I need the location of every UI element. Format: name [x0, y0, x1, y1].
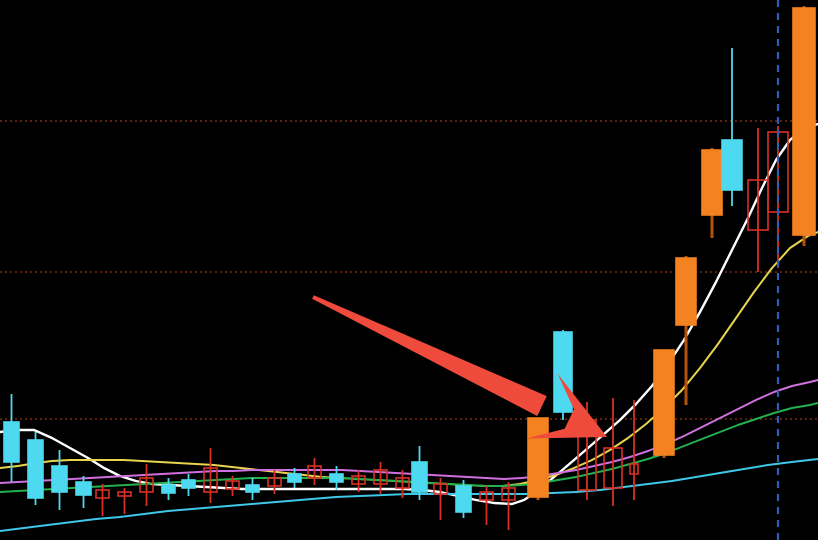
candle[interactable]	[351, 470, 366, 492]
candle-body[interactable]	[433, 483, 448, 495]
candle-body[interactable]	[3, 421, 20, 463]
candle-body[interactable]	[117, 491, 132, 497]
candle-body[interactable]	[27, 439, 44, 499]
candle[interactable]	[245, 478, 260, 500]
candle[interactable]	[95, 484, 110, 516]
candle[interactable]	[792, 6, 816, 246]
candle[interactable]	[203, 448, 218, 503]
candle[interactable]	[225, 476, 240, 496]
candle[interactable]	[553, 330, 573, 420]
candle[interactable]	[411, 446, 428, 500]
candle[interactable]	[27, 432, 44, 505]
candle[interactable]	[181, 474, 196, 496]
candle[interactable]	[161, 478, 176, 500]
candle[interactable]	[479, 486, 494, 525]
candle[interactable]	[307, 458, 322, 485]
candle-body[interactable]	[527, 417, 549, 498]
candle-body[interactable]	[675, 257, 697, 326]
candle[interactable]	[373, 462, 388, 494]
candle[interactable]	[527, 417, 549, 500]
candle-body[interactable]	[245, 484, 260, 493]
candle[interactable]	[721, 48, 743, 206]
candle-body[interactable]	[75, 481, 92, 496]
candle[interactable]	[629, 400, 639, 500]
candle[interactable]	[603, 398, 623, 506]
candle[interactable]	[653, 349, 675, 458]
candle-body[interactable]	[225, 480, 240, 490]
candle-body[interactable]	[792, 7, 816, 236]
candle[interactable]	[329, 466, 344, 490]
annotation-arrow	[312, 295, 607, 439]
candle-body[interactable]	[139, 477, 154, 493]
candle-body[interactable]	[603, 447, 623, 489]
candle-body[interactable]	[267, 477, 282, 487]
candle-body[interactable]	[329, 473, 344, 483]
candle-body[interactable]	[455, 485, 472, 513]
candle-body[interactable]	[721, 139, 743, 191]
candle[interactable]	[117, 488, 132, 514]
candle[interactable]	[701, 148, 723, 238]
candle[interactable]	[51, 450, 68, 510]
candle-body[interactable]	[287, 473, 302, 483]
candle-body[interactable]	[373, 469, 388, 485]
candle-body[interactable]	[307, 465, 322, 479]
candle-body[interactable]	[553, 331, 573, 413]
candle-body[interactable]	[653, 349, 675, 456]
candle[interactable]	[287, 468, 302, 488]
candle-body[interactable]	[629, 463, 639, 475]
arrow-shaft	[312, 295, 547, 416]
candle-body[interactable]	[203, 467, 218, 493]
candle[interactable]	[3, 394, 20, 482]
candle-body[interactable]	[351, 475, 366, 485]
candle[interactable]	[267, 470, 282, 494]
candle[interactable]	[433, 478, 448, 520]
candle[interactable]	[395, 470, 410, 498]
candle-body[interactable]	[701, 149, 723, 216]
candle[interactable]	[455, 480, 472, 518]
candle[interactable]	[75, 476, 92, 508]
candle-body[interactable]	[51, 465, 68, 493]
candle[interactable]	[501, 482, 516, 530]
candle-body[interactable]	[161, 484, 176, 494]
ma-line-ma-cyan	[0, 458, 818, 532]
arrow-head	[526, 373, 607, 439]
candle-body[interactable]	[395, 477, 410, 489]
candle-body[interactable]	[411, 461, 428, 493]
candle[interactable]	[675, 256, 697, 405]
candle[interactable]	[139, 464, 154, 506]
candle-body[interactable]	[501, 487, 516, 501]
candle-body[interactable]	[181, 479, 196, 489]
candle-body[interactable]	[479, 491, 494, 501]
candle-body[interactable]	[95, 489, 110, 499]
